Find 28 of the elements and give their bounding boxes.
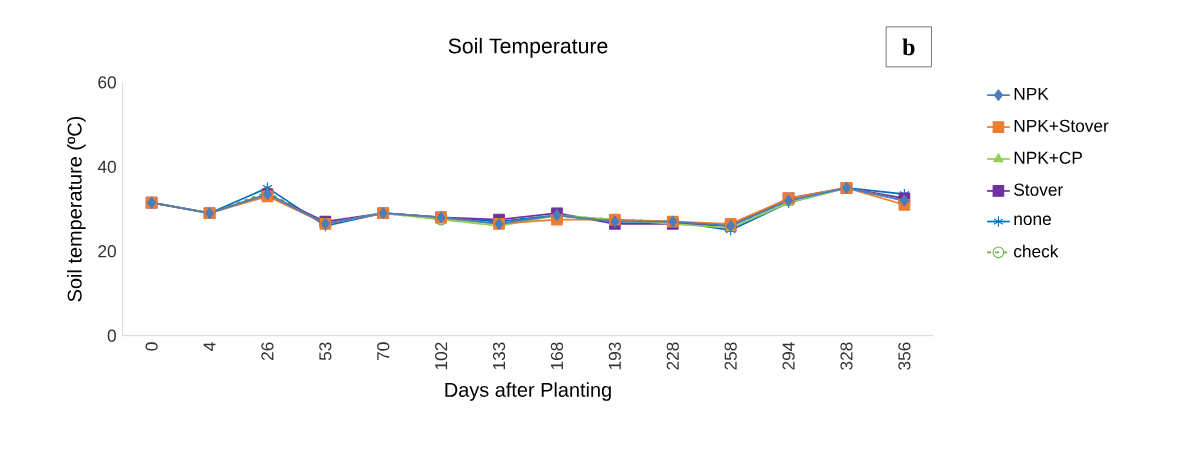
y-tick-label: 20 bbox=[98, 245, 116, 258]
x-tick-label: 70 bbox=[377, 342, 390, 360]
x-tick-label: 4 bbox=[203, 342, 216, 351]
x-tick-label: 356 bbox=[898, 342, 911, 370]
x-tick-label: 294 bbox=[782, 342, 795, 370]
y-axis-title: Soil temperature (ºC) bbox=[67, 116, 86, 302]
x-tick-label: 193 bbox=[608, 342, 621, 370]
x-axis-title: Days after Planting bbox=[445, 382, 611, 401]
y-tick-label: 60 bbox=[98, 76, 116, 89]
legend-label: NPK+Stover bbox=[1014, 119, 1109, 132]
x-tick-label: 258 bbox=[724, 342, 737, 370]
x-tick-label: 102 bbox=[435, 342, 448, 370]
y-tick-label: 0 bbox=[107, 329, 116, 342]
legend-label: Stover bbox=[1014, 183, 1063, 196]
x-tick-label: 328 bbox=[840, 342, 853, 370]
x-tick-label: 228 bbox=[666, 342, 679, 370]
x-tick-label: 53 bbox=[319, 342, 332, 361]
x-tick-label: 0 bbox=[145, 342, 158, 351]
y-tick-label: 40 bbox=[97, 160, 116, 173]
text: b bbox=[902, 38, 915, 56]
legend-label: NPK bbox=[1014, 87, 1049, 100]
legend-label: none bbox=[1014, 215, 1051, 226]
x-tick-label: 168 bbox=[550, 342, 564, 370]
legend-label: check bbox=[1014, 244, 1059, 258]
legend-label: NPK+CP bbox=[1014, 151, 1082, 164]
x-tick-label: 133 bbox=[492, 342, 506, 370]
chart-title: Soil Temperature bbox=[448, 37, 608, 58]
x-tick-label: 26 bbox=[261, 342, 274, 361]
